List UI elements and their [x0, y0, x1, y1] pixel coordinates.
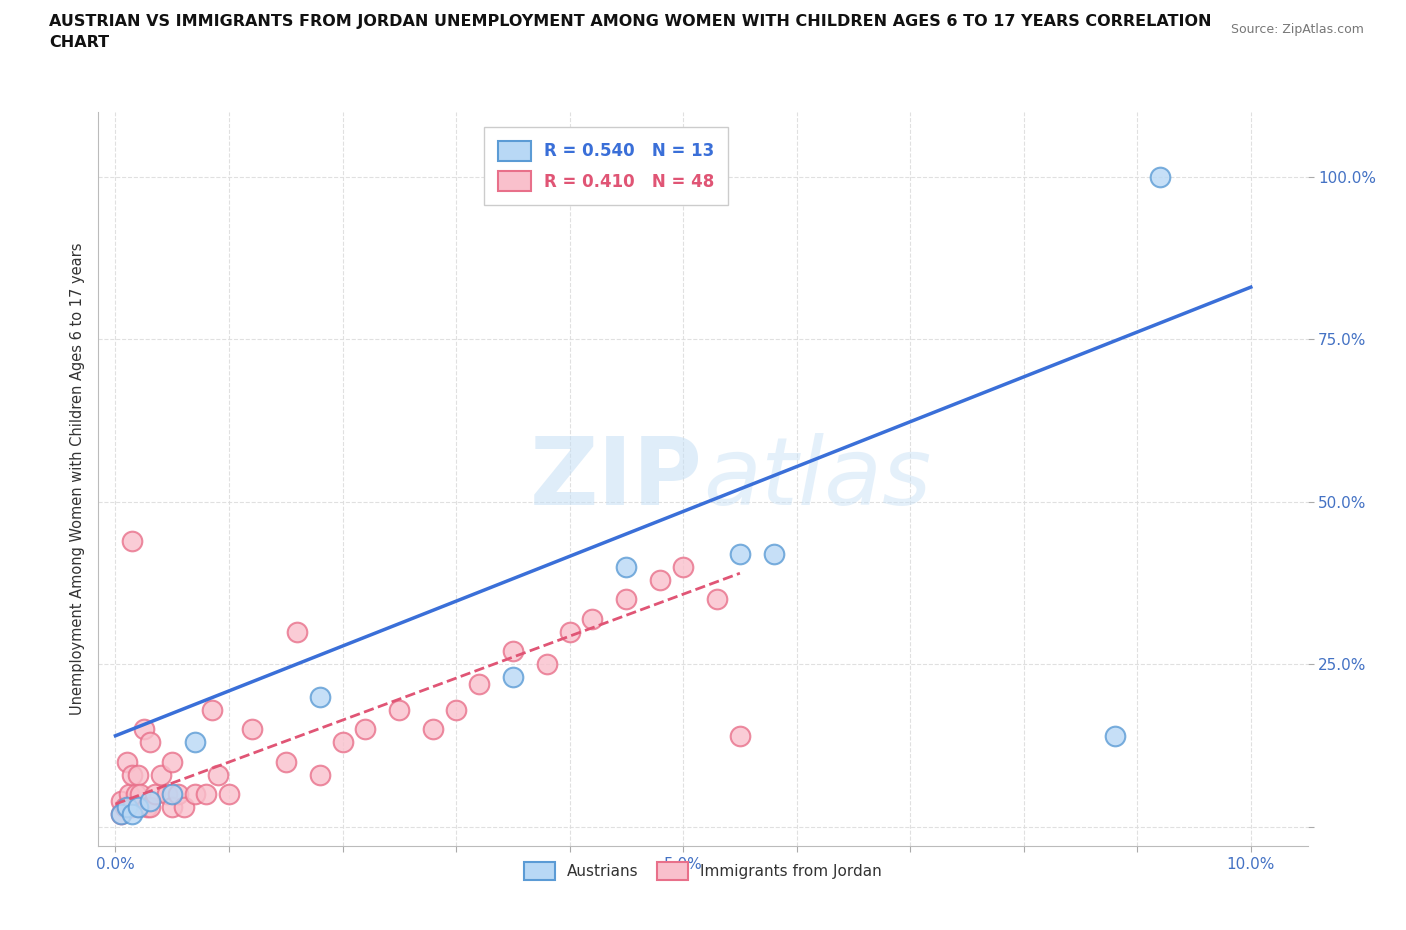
Point — [706, 591, 728, 606]
Text: Source: ZipAtlas.com: Source: ZipAtlas.com — [1230, 23, 1364, 36]
Point — [614, 591, 637, 606]
Text: ZIP: ZIP — [530, 433, 703, 525]
Point — [132, 722, 155, 737]
Point — [143, 787, 166, 802]
Point — [160, 787, 183, 802]
Point — [155, 787, 177, 802]
Point — [138, 793, 160, 808]
Point — [160, 754, 183, 769]
Point — [762, 546, 785, 561]
Point — [218, 787, 240, 802]
Point — [285, 624, 308, 639]
Text: CHART: CHART — [49, 35, 110, 50]
Point — [274, 754, 297, 769]
Point — [121, 533, 143, 548]
Point — [558, 624, 581, 639]
Point — [121, 800, 143, 815]
Text: atlas: atlas — [703, 433, 931, 525]
Point — [422, 722, 444, 737]
Point — [138, 800, 160, 815]
Point — [195, 787, 218, 802]
Text: AUSTRIAN VS IMMIGRANTS FROM JORDAN UNEMPLOYMENT AMONG WOMEN WITH CHILDREN AGES 6: AUSTRIAN VS IMMIGRANTS FROM JORDAN UNEMP… — [49, 14, 1212, 29]
Point — [240, 722, 263, 737]
Point — [332, 735, 354, 750]
Point — [184, 787, 207, 802]
Point — [1149, 169, 1171, 184]
Point — [125, 787, 148, 802]
Point — [127, 800, 149, 815]
Point — [308, 767, 330, 782]
Point — [672, 559, 695, 574]
Point — [728, 546, 751, 561]
Point — [115, 800, 138, 815]
Point — [354, 722, 377, 737]
Point — [110, 806, 132, 821]
Point — [388, 702, 411, 717]
Point — [1104, 728, 1126, 743]
Point — [114, 800, 136, 815]
Point — [149, 767, 172, 782]
Point — [502, 670, 524, 684]
Point — [138, 735, 160, 750]
Point — [115, 800, 138, 815]
Point — [502, 644, 524, 658]
Point — [444, 702, 467, 717]
Point — [121, 767, 143, 782]
Point — [167, 787, 190, 802]
Point — [160, 800, 183, 815]
Point — [468, 676, 491, 691]
Point — [115, 754, 138, 769]
Point — [184, 735, 207, 750]
Point — [127, 767, 149, 782]
Point — [614, 559, 637, 574]
Point — [308, 689, 330, 704]
Point — [536, 657, 558, 671]
Legend: Austrians, Immigrants from Jordan: Austrians, Immigrants from Jordan — [519, 856, 887, 886]
Point — [110, 806, 132, 821]
Point — [127, 800, 149, 815]
Point — [129, 787, 152, 802]
Y-axis label: Unemployment Among Women with Children Ages 6 to 17 years: Unemployment Among Women with Children A… — [69, 243, 84, 715]
Point — [201, 702, 224, 717]
Point — [173, 800, 195, 815]
Point — [728, 728, 751, 743]
Point — [650, 572, 672, 587]
Point — [110, 793, 132, 808]
Point — [136, 800, 159, 815]
Point — [121, 806, 143, 821]
Point — [207, 767, 229, 782]
Point — [581, 611, 603, 626]
Point — [118, 787, 141, 802]
